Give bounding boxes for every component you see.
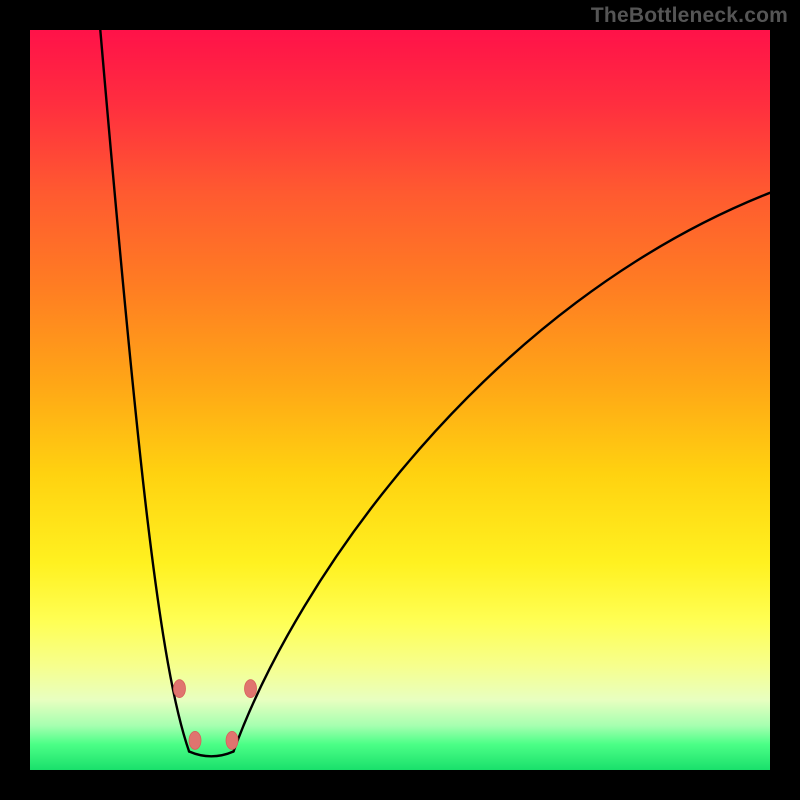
chart-frame: TheBottleneck.com — [0, 0, 800, 800]
bottleneck-curve-chart — [0, 0, 800, 800]
watermark-text: TheBottleneck.com — [591, 4, 788, 28]
marker-3 — [226, 731, 238, 749]
marker-0 — [173, 680, 185, 698]
marker-1 — [245, 680, 257, 698]
plot-background — [30, 30, 770, 770]
marker-2 — [189, 731, 201, 749]
